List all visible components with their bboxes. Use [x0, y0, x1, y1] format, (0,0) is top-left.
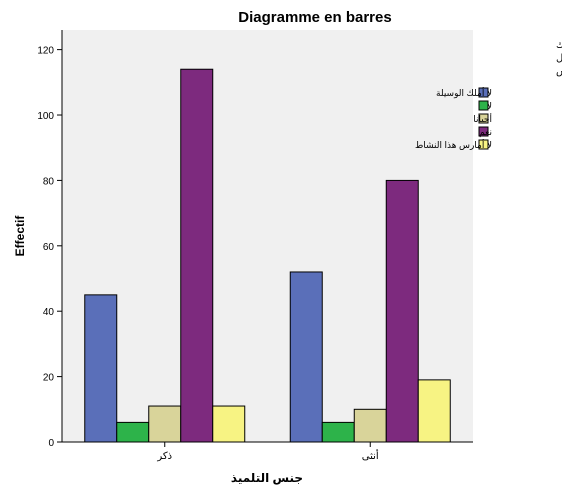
legend-label: نعم: [479, 127, 492, 138]
legend-title-line: والديك تحميل: [556, 53, 562, 64]
axes-group: 0 20 40 60 80 100 120 ذكر أنثى: [37, 30, 473, 462]
legend-swatch: [478, 113, 489, 124]
bar: [84, 294, 118, 443]
y-tick-label: 0: [48, 438, 54, 449]
bar: [212, 405, 246, 443]
y-tick-label: 60: [43, 242, 55, 253]
bar: [417, 379, 451, 443]
legend-label: أحيانا: [473, 113, 492, 124]
legend-swatch: [478, 126, 489, 137]
y-tick-label: 80: [43, 176, 55, 187]
bar: [385, 179, 419, 443]
legend-title-line: م2هل يختار لك: [556, 40, 562, 51]
legend-title-line: الدروس: [556, 66, 562, 77]
y-tick-label: 100: [37, 111, 54, 122]
legend-swatch: [478, 139, 489, 150]
x-tick-label: أنثى: [362, 449, 379, 462]
y-tick-label: 120: [37, 46, 54, 57]
chart-title: Diagramme en barres: [238, 9, 391, 26]
bar: [321, 421, 355, 443]
legend: م2هل يختار لك والديك تحميل الدروس لا أملك ا…: [415, 40, 562, 150]
legend-swatch: [478, 100, 489, 111]
bar: [116, 421, 150, 443]
legend-label: لا أملك الوسيلة: [436, 87, 492, 98]
bar: [148, 405, 182, 443]
bar: [289, 271, 323, 443]
x-axis-label: جنس التلميذ: [231, 471, 303, 485]
bar: [180, 68, 214, 443]
bars-group: [84, 68, 451, 443]
bar: [353, 408, 387, 443]
y-axis-label: Effectif: [13, 215, 27, 257]
y-tick-label: 20: [43, 373, 55, 384]
legend-swatch: [478, 87, 489, 98]
x-tick-label: ذكر: [156, 451, 172, 462]
y-tick-label: 40: [43, 307, 55, 318]
legend-label: لا أمارس هذا النشاط: [415, 139, 492, 150]
legend-label: لا: [487, 101, 492, 111]
